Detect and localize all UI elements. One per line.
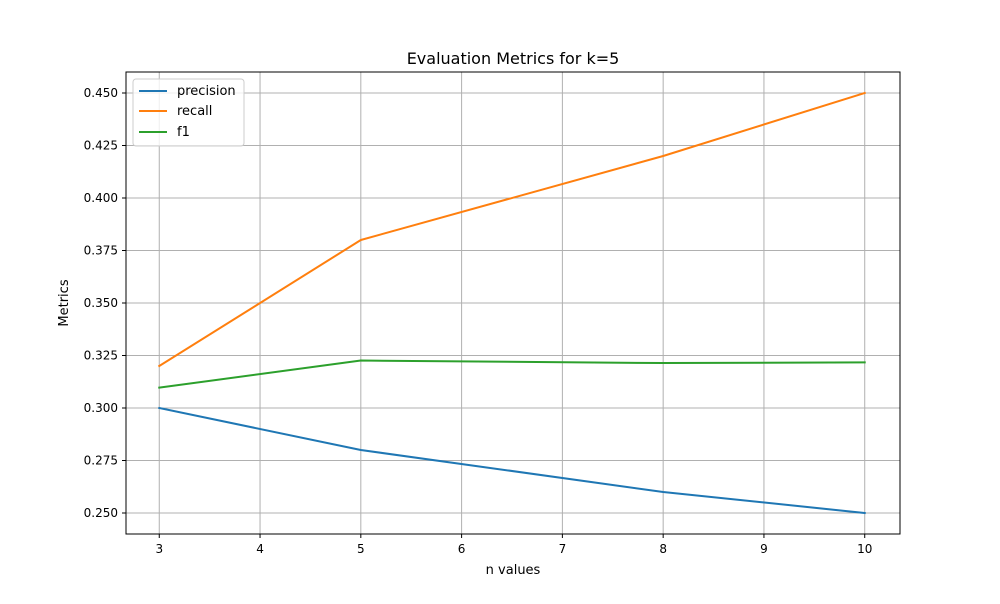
y-axis-label: Metrics [57,279,72,326]
x-tick-label: 3 [155,542,163,556]
legend-label-recall: recall [177,104,212,119]
legend-label-precision: precision [177,84,236,99]
x-axis-ticks: 3 4 5 6 7 8 9 10 [155,534,872,556]
legend-box [132,78,245,147]
legend: precision recall f1 [132,78,245,147]
y-tick-label: 0.400 [84,191,118,205]
chart-title: Evaluation Metrics for k=5 [407,49,620,68]
y-tick-label: 0.350 [84,296,118,310]
y-tick-label: 0.375 [84,244,118,258]
y-tick-label: 0.450 [84,86,118,100]
y-tick-label: 0.275 [84,454,118,468]
series-line-precision [158,406,866,515]
x-tick-label: 8 [659,542,667,556]
x-tick-label: 4 [256,542,264,556]
y-tick-label: 0.250 [84,506,118,520]
y-tick-label: 0.425 [84,139,118,153]
series-line-recall [157,91,866,368]
legend-label-f1: f1 [177,125,190,140]
x-tick-label: 5 [357,542,365,556]
x-axis-label: n values [486,563,541,578]
x-tick-label: 9 [760,542,768,556]
x-tick-label: 6 [458,542,466,556]
series-line-f1 [158,359,866,389]
y-tick-label: 0.325 [84,349,118,363]
series-layer [157,91,866,515]
x-tick-label: 10 [857,542,872,556]
y-axis-ticks: 0.250 0.275 0.300 0.325 0.350 0.375 0.400 0.425… [84,86,126,520]
grid [126,72,900,534]
x-tick-label: 7 [559,542,567,556]
y-tick-label: 0.300 [84,401,118,415]
